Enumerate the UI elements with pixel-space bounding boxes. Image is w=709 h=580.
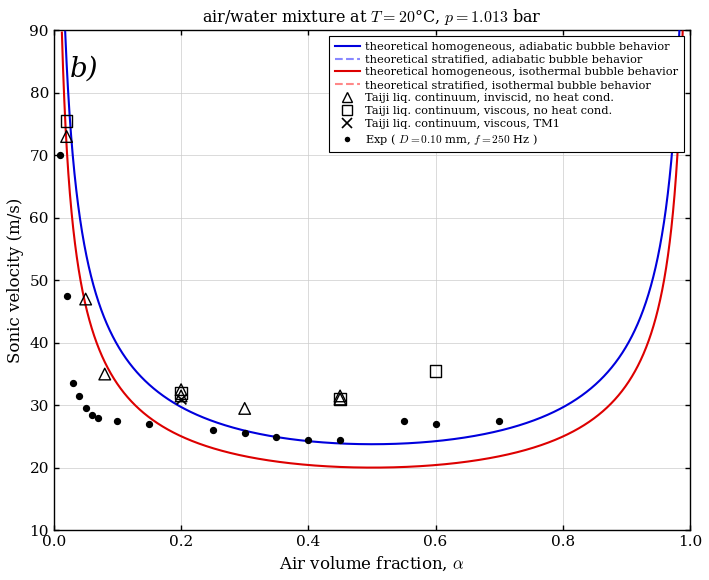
Point bbox=[430, 419, 441, 429]
Point bbox=[271, 432, 282, 441]
Point bbox=[335, 435, 346, 444]
Point bbox=[112, 416, 123, 426]
Legend: theoretical homogeneous, adiabatic bubble behavior, theoretical stratified, adia: theoretical homogeneous, adiabatic bubbl… bbox=[329, 36, 684, 153]
Point bbox=[61, 116, 72, 125]
Point bbox=[335, 392, 346, 401]
Point bbox=[207, 426, 218, 435]
Point bbox=[61, 291, 72, 300]
Point bbox=[398, 416, 409, 426]
Point bbox=[67, 379, 79, 388]
Point bbox=[144, 419, 155, 429]
Point bbox=[61, 132, 72, 141]
X-axis label: Air volume fraction, $\alpha$: Air volume fraction, $\alpha$ bbox=[279, 554, 464, 573]
Point bbox=[80, 404, 91, 413]
Title: air/water mixture at $T = 20$°C, $p = 1.013$ bar: air/water mixture at $T = 20$°C, $p = 1.… bbox=[202, 7, 542, 27]
Point bbox=[175, 392, 186, 401]
Text: b): b) bbox=[69, 55, 99, 82]
Point bbox=[55, 151, 66, 160]
Point bbox=[175, 388, 186, 397]
Point bbox=[335, 394, 346, 404]
Point bbox=[239, 404, 250, 413]
Point bbox=[239, 429, 250, 438]
Point bbox=[303, 435, 314, 444]
Point bbox=[175, 394, 186, 404]
Point bbox=[99, 369, 111, 379]
Point bbox=[493, 416, 505, 426]
Point bbox=[335, 394, 346, 404]
Point bbox=[430, 367, 441, 376]
Y-axis label: Sonic velocity (m/s): Sonic velocity (m/s) bbox=[7, 198, 24, 363]
Point bbox=[175, 385, 186, 394]
Point bbox=[86, 410, 98, 419]
Point bbox=[80, 295, 91, 304]
Point bbox=[93, 413, 104, 422]
Point bbox=[74, 392, 85, 401]
